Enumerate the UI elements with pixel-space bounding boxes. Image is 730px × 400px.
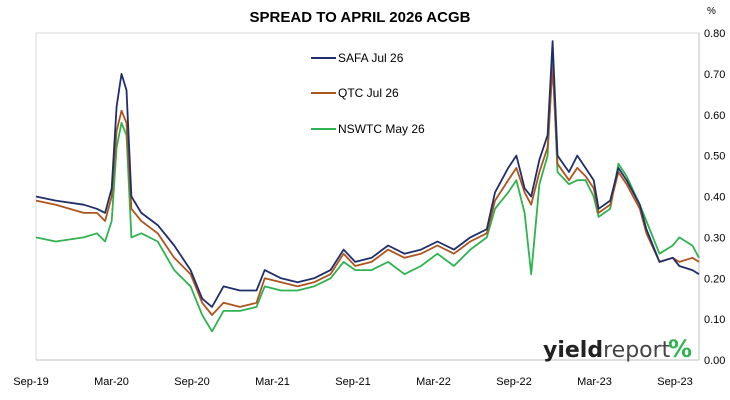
x-tick-label: Mar-23	[577, 376, 612, 388]
legend-label: NSWTC May 26	[338, 122, 425, 136]
brand-percent-symbol: %	[668, 335, 692, 363]
series-line-nswtc-may-26	[35, 56, 700, 333]
x-tick-label: Mar-20	[94, 376, 129, 388]
x-tick-labels: Sep-19 Mar-20 Sep-20 Mar-21 Sep-21 Mar-22 Sep-…	[13, 376, 692, 388]
x-tick-label: Sep-21	[335, 376, 370, 388]
y-tick-label: 0.60	[704, 110, 725, 122]
chart-title: SPREAD TO APRIL 2026 ACGB	[250, 9, 471, 26]
series-line-safa-jul-26	[35, 40, 700, 308]
brand-logo: yieldreport %	[543, 335, 692, 363]
y-tick-label: 0.40	[704, 192, 725, 204]
series-line-qtc-jul-26	[35, 64, 700, 316]
legend: SAFA Jul 26 QTC Jul 26 NSWTC May 26	[311, 51, 425, 136]
y-tick-label: 0.70	[704, 69, 725, 81]
y-tick-label: 0.30	[704, 232, 725, 244]
x-tick-label: Mar-22	[416, 376, 451, 388]
legend-label: QTC Jul 26	[338, 86, 399, 100]
x-tick-label: Mar-21	[255, 376, 290, 388]
brand-wordmark: yieldreport	[543, 338, 671, 363]
y-tick-label: 0.20	[704, 273, 725, 285]
x-tick-label: Sep-20	[174, 376, 209, 388]
y-tick-label: 0.80	[704, 28, 725, 40]
y-tick-labels: 0.00 0.10 0.20 0.30 0.40 0.50 0.60 0.70 0.80	[704, 28, 725, 367]
brand-name-regular: report	[603, 338, 671, 363]
x-tick-label: Sep-22	[496, 376, 531, 388]
y-axis-unit: %	[707, 6, 716, 17]
y-tick-label: 0.10	[704, 314, 725, 326]
y-tick-label: 0.00	[704, 355, 725, 367]
x-tick-label: Sep-23	[657, 376, 692, 388]
series-lines	[35, 40, 700, 333]
x-tick-label: Sep-19	[13, 376, 48, 388]
brand-name-bold: yield	[543, 338, 603, 363]
y-tick-label: 0.50	[704, 151, 725, 163]
legend-label: SAFA Jul 26	[338, 51, 404, 65]
